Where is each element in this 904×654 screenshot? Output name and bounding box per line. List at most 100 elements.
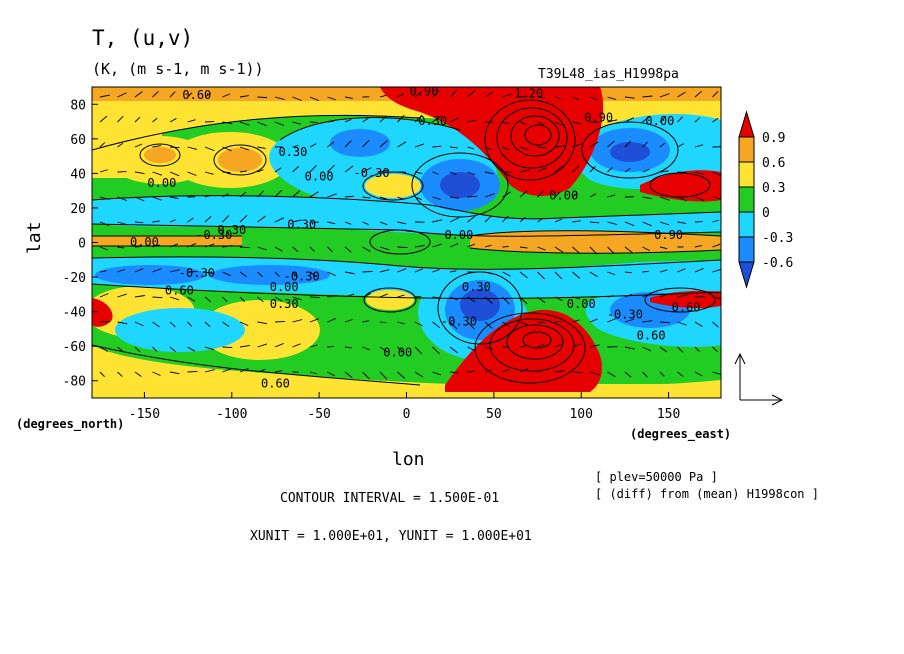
wind-vector [134,371,142,377]
wind-vector [484,321,493,329]
wind-vector [624,140,632,148]
x-tick-label: 0 [403,407,411,422]
wind-vector [642,221,652,227]
wind-vector [187,321,193,327]
wind-vector [537,218,543,223]
plev-info: [ plev=50000 Pa ] [595,470,718,484]
wind-vector [432,171,439,175]
colorbar-label: 0.9 [762,131,785,146]
wind-vector [694,321,703,327]
wind-vector [362,346,371,351]
y-axis: 80 60 40 20 0 -20 -40 -60 -80 [63,98,98,390]
wind-vector [152,296,163,299]
wind-vector [624,293,633,298]
wind-vector [677,143,685,148]
wind-vector [99,270,107,273]
wind-vector [554,191,561,198]
wind-vector [292,219,302,223]
wind-vector [239,345,250,348]
x-tick-label: -100 [216,407,247,422]
wind-vector [117,293,127,298]
wind-vector [274,370,283,373]
wind-vector [519,368,529,373]
wind-vector [449,321,458,330]
wind-vector [222,171,231,174]
wind-vector [117,246,125,249]
contour-labels: 0.60 0.90 1.200.30 0.90 0.000.300.00 -0.300.0… [130,85,701,391]
wind-vector [362,139,370,148]
wind-vector [414,91,422,98]
y-tick-label: -20 [63,271,86,286]
wind-vector [484,215,492,223]
wind-vector [169,171,180,177]
region-red-south [445,309,602,392]
wind-vector [152,346,158,352]
wind-vector [624,271,632,274]
contour-label: 0.00 [130,235,159,249]
wind-vector [152,117,158,123]
wind-vector [327,141,335,148]
wind-vector [362,221,369,225]
wind-vector [659,93,670,98]
wind-vector [257,368,266,373]
wind-vector [169,196,179,199]
contour-label: 0.00 [147,176,176,190]
x-axis-label: lon [392,449,425,470]
x-axis: -150 -100 -50 0 50 100 150 [129,392,680,422]
wind-vector [152,321,160,328]
colorbar-label: 0.6 [762,156,785,171]
wind-vector [239,170,247,173]
wind-vector [239,271,247,278]
wind-vector [344,140,352,148]
wind-vector [537,271,545,280]
x-tick-label: -50 [307,407,330,422]
wind-vector [484,91,494,98]
wind-vector [414,245,425,248]
wind-vector [257,121,267,127]
wind-vector [712,117,719,123]
wind-vector [292,121,301,125]
wind-vector [187,296,196,302]
wind-vector [222,271,231,277]
wind-vector [572,371,583,374]
wind-vector [624,168,631,173]
wind-vector [309,296,320,299]
wind-vector [519,321,529,326]
wind-vector [134,268,144,273]
wind-vector [449,117,459,123]
wind-vector [677,196,687,202]
wind-vector [694,268,704,273]
wind-vector [449,146,458,149]
wind-vector [187,371,198,373]
wind-vector [327,271,337,277]
wind-vector [554,165,563,173]
wind-vector [327,318,336,323]
wind-vector [467,119,477,123]
wind-vector [624,221,635,227]
wind-vector [554,145,565,148]
wind-vector [607,246,615,255]
colorbar-segment [738,236,755,263]
reference-vector [734,352,784,406]
wind-vector [677,268,686,273]
wind-vector [239,95,249,98]
wind-vector [117,221,127,225]
wind-vector [292,319,303,323]
wind-vector [449,270,457,273]
wind-vector [379,346,388,353]
wind-vector [449,243,459,248]
contour-label: -0.30 [607,308,643,322]
wind-vector [327,120,334,123]
wind-vector [362,167,372,173]
wind-vector [572,271,581,279]
wind-vector [117,115,124,123]
wind-vector [239,146,249,151]
wind-vector [519,216,526,223]
wind-vector [502,245,509,248]
wind-vector [204,369,215,373]
wind-vector [257,215,266,223]
wind-vector [362,196,371,199]
wind-vector [379,169,390,173]
wind-vector [169,118,177,123]
wind-vector [467,321,475,330]
